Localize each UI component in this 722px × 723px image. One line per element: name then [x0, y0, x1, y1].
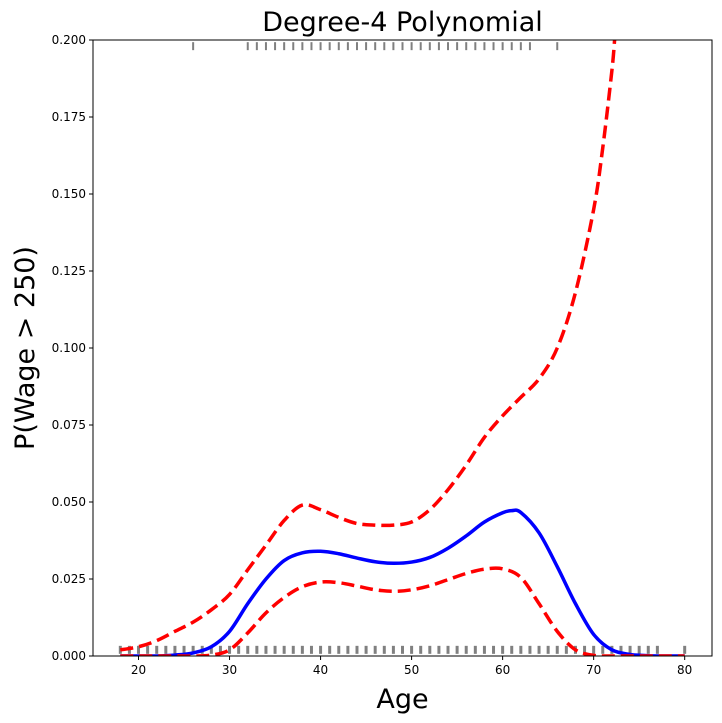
- x-tick-label: 60: [495, 663, 510, 677]
- y-tick-label: 0.175: [52, 110, 86, 124]
- series-upper-ci: [120, 40, 617, 652]
- plot-area: [118, 40, 687, 656]
- y-axis: 0.000 0.025 0.050 0.075 0.100 0.125 0.150 0.175…: [52, 33, 93, 663]
- x-tick-label: 20: [131, 663, 146, 677]
- y-tick-label: 0.075: [52, 418, 86, 432]
- y-tick-label: 0.025: [52, 572, 86, 586]
- x-tick-label: 70: [586, 663, 601, 677]
- x-axis: 20 30 40 50 60 70 80: [131, 656, 692, 677]
- y-tick-label: 0.050: [52, 495, 86, 509]
- y-tick-label: 0.000: [52, 649, 86, 663]
- x-tick-label: 30: [222, 663, 237, 677]
- x-tick-label: 50: [404, 663, 419, 677]
- x-tick-label: 40: [313, 663, 328, 677]
- series-lower-ci: [120, 566, 685, 656]
- series-fit: [120, 508, 685, 656]
- y-tick-label: 0.150: [52, 187, 86, 201]
- x-axis-label: Age: [376, 684, 428, 715]
- y-tick-label: 0.200: [52, 33, 86, 47]
- y-axis-label: P(Wage > 250): [10, 246, 41, 450]
- y-tick-label: 0.100: [52, 341, 86, 355]
- y-tick-label: 0.125: [52, 264, 86, 278]
- chart-title: Degree-4 Polynomial: [262, 7, 543, 38]
- x-tick-label: 80: [677, 663, 692, 677]
